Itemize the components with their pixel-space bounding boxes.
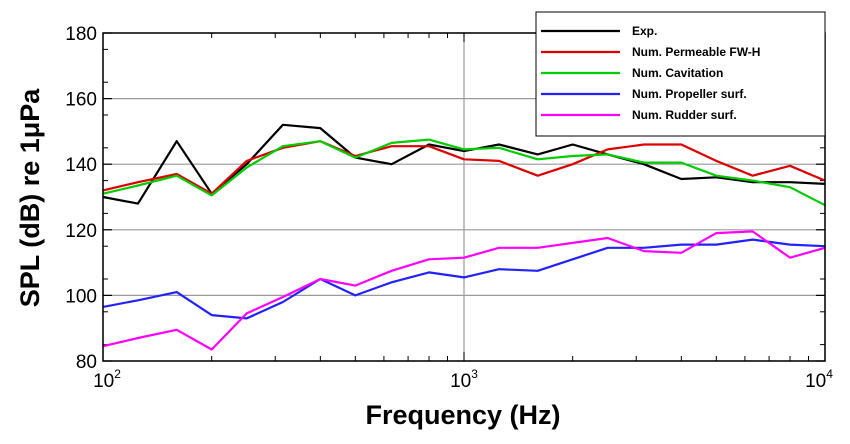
series-lines [102,123,826,351]
legend-label: Num. Permeable FW-H [632,45,760,59]
legend-label: Num. Cavitation [632,66,723,80]
y-tick-label: 180 [65,24,97,45]
x-tick-label: 102 [93,367,121,392]
x-tick-label: 103 [450,367,478,392]
legend-label: Num. Propeller surf. [632,87,747,101]
y-tick-label: 120 [65,221,97,242]
y-axis-label: SPL (dB) re 1μPa [15,88,45,308]
x-tick-labels: 102 103 104 [93,367,833,392]
y-tick-label: 100 [65,286,97,307]
legend: Exp. Num. Permeable FW-H Num. Cavitation Nu… [535,11,826,137]
y-tick-labels: 80 100 120 140 160 180 [65,24,97,373]
series-line-5 [102,230,826,351]
series-line-4 [102,238,826,320]
y-tick-label: 160 [65,90,97,111]
plot-frame [102,32,826,362]
y-tick-label: 80 [76,352,97,373]
series-line-2 [102,140,826,195]
legend-label: Num. Rudder surf. [632,108,737,122]
legend-label: Exp. [632,24,657,38]
x-tick-label: 104 [805,367,833,392]
x-axis-label: Frequency (Hz) [365,400,560,430]
series-line-3 [102,138,826,207]
y-tick-label: 140 [65,155,97,176]
